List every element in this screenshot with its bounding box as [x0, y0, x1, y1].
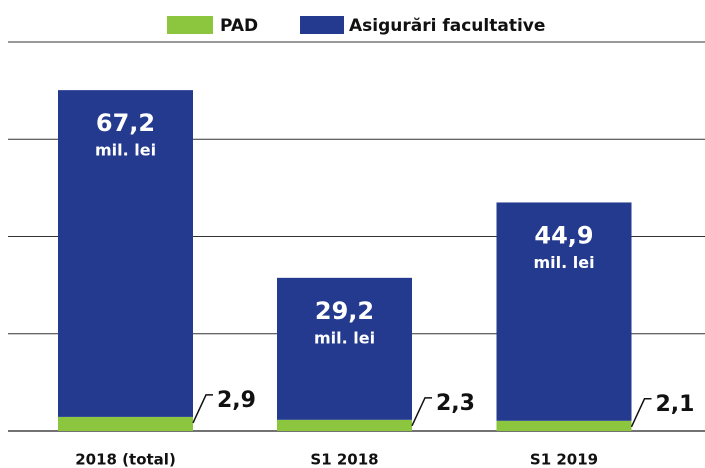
legend-label: Asigurări facultative: [349, 16, 545, 36]
unit-label: mil. lei: [314, 328, 375, 347]
bar-segment: [277, 277, 412, 420]
bar-segment: [277, 419, 412, 431]
x-tick-label: 2018 (total): [75, 451, 176, 468]
bar-segment: [58, 416, 193, 431]
value-label: 29,2: [315, 297, 374, 325]
value-label: 2,1: [656, 392, 695, 417]
bar-segment: [58, 90, 193, 417]
leader-line: [192, 394, 213, 424]
leader-line: [630, 398, 652, 428]
x-tick-label: S1 2019: [530, 451, 598, 468]
bar-segment: [496, 420, 632, 431]
bar-segment: [496, 202, 632, 421]
legend-swatch: [300, 16, 344, 34]
x-tick-label: S1 2018: [310, 451, 378, 468]
value-label: 67,2: [96, 109, 155, 137]
value-label: 2,3: [436, 391, 475, 416]
legend-label: PAD: [220, 16, 258, 36]
unit-label: mil. lei: [95, 141, 156, 160]
value-label: 2,9: [217, 388, 256, 413]
unit-label: mil. lei: [533, 253, 594, 272]
value-label: 44,9: [534, 221, 593, 249]
leader-line: [411, 397, 432, 427]
legend-swatch: [167, 16, 213, 34]
